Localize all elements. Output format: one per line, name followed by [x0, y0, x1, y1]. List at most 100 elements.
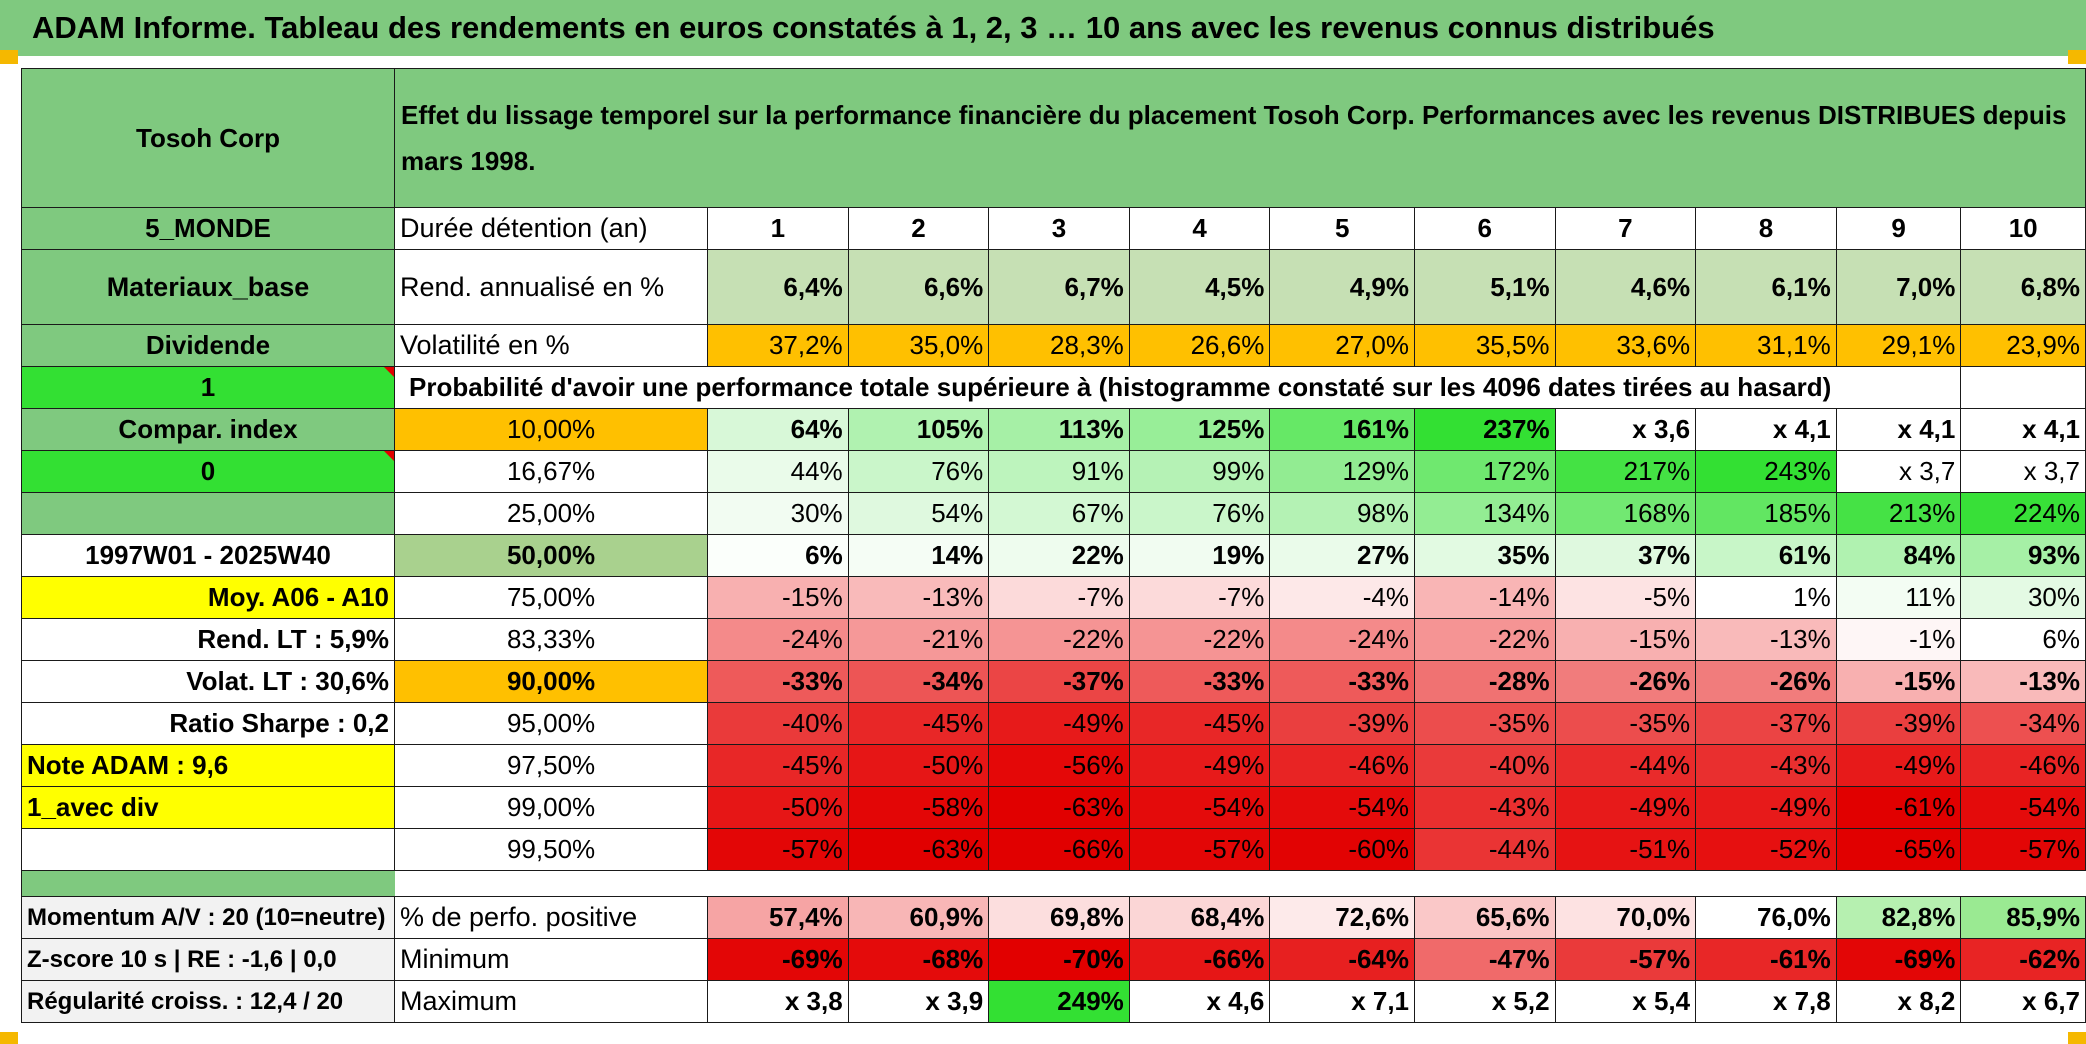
rend-value: 6,8%	[1960, 249, 2086, 325]
volat-value: 33,6%	[1554, 324, 1697, 367]
pct-row-83: Rend. LT : 5,9% 83,33% -24% -21% -22% -2…	[21, 618, 2086, 661]
pct-label: 16,67%	[393, 450, 709, 493]
year-4: 4	[1128, 207, 1271, 250]
pct-cell: -33%	[1128, 660, 1271, 703]
pct-row-10: Compar. index 10,00% 64% 105% 113% 125% …	[21, 408, 2086, 451]
pct-cell: -33%	[1269, 660, 1416, 703]
pct-label: 99,00%	[393, 786, 709, 829]
perfo-pos-value: 68,4%	[1128, 896, 1271, 939]
pct-label: 75,00%	[393, 576, 709, 619]
pct-cell: -35%	[1414, 702, 1556, 745]
moy-label: Moy. A06 - A10	[21, 576, 395, 619]
period-label: 1997W01 - 2025W40	[21, 534, 395, 577]
pct-cell: -63%	[847, 828, 990, 871]
dividend-label: Dividende	[21, 324, 395, 367]
pct-cell: 129%	[1269, 450, 1416, 493]
pct-row-75: Moy. A06 - A10 75,00% -15% -13% -7% -7% …	[21, 576, 2086, 619]
pct-row-97: Note ADAM : 9,6 97,50% -45% -50% -56% -4…	[21, 744, 2086, 787]
perfo-pos-label: % de perfo. positive	[393, 896, 709, 939]
pct-cell: 22%	[988, 534, 1130, 577]
performance-table: Tosoh Corp Effet du lissage temporel sur…	[21, 68, 2086, 1023]
pct-cell: 54%	[847, 492, 990, 535]
pct-cell: -37%	[1695, 702, 1837, 745]
year-3: 3	[988, 207, 1130, 250]
minimum-value: -47%	[1414, 938, 1556, 981]
pct-cell: -57%	[1128, 828, 1271, 871]
pct-cell: -35%	[1554, 702, 1697, 745]
pct-cell: 37%	[1554, 534, 1697, 577]
pct-cell: 185%	[1695, 492, 1837, 535]
pct-cell: -54%	[1269, 786, 1416, 829]
rend-value: 4,6%	[1554, 249, 1697, 325]
pct-cell: -15%	[1835, 660, 1962, 703]
volat-label: Volatilité en %	[393, 324, 709, 367]
pct-cell: 19%	[1128, 534, 1271, 577]
maximum-value: x 5,4	[1554, 980, 1697, 1023]
pct-cell: -58%	[847, 786, 990, 829]
blank-green-cell	[21, 492, 395, 535]
pct-row-16: 0 16,67% 44% 76% 91% 99% 129% 172% 217% …	[21, 450, 2086, 493]
pct-label: 83,33%	[393, 618, 709, 661]
zone-label: 5_MONDE	[21, 207, 395, 250]
minimum-value: -68%	[847, 938, 990, 981]
pct-cell: -45%	[847, 702, 990, 745]
maximum-label: Maximum	[393, 980, 709, 1023]
pct-cell: -13%	[1695, 618, 1837, 661]
pct-cell: -61%	[1835, 786, 1962, 829]
sharpe-label: Ratio Sharpe : 0,2	[21, 702, 395, 745]
pct-cell: 99%	[1128, 450, 1271, 493]
pct-cell: -52%	[1695, 828, 1837, 871]
minimum-value: -69%	[707, 938, 849, 981]
volat-value: 37,2%	[707, 324, 849, 367]
pct-row-25: 25,00% 30% 54% 67% 76% 98% 134% 168% 185…	[21, 492, 2086, 535]
pct-cell: -21%	[847, 618, 990, 661]
pct-cell: -45%	[1128, 702, 1271, 745]
perfo-pos-row: Momentum A/V : 20 (10=neutre) % de perfo…	[21, 896, 2086, 939]
corner-mark-bottom-right	[2068, 1032, 2086, 1044]
pct-cell: 44%	[707, 450, 849, 493]
pct-cell: x 4,1	[1835, 408, 1962, 451]
rend-value: 6,6%	[847, 249, 990, 325]
flag-zero: 0	[21, 450, 395, 493]
volat-row: Dividende Volatilité en % 37,2% 35,0% 28…	[21, 324, 2086, 367]
perfo-pos-value: 65,6%	[1414, 896, 1556, 939]
compar-index-label: Compar. index	[21, 408, 395, 451]
pct-cell: 125%	[1128, 408, 1271, 451]
pct-cell: -54%	[1960, 786, 2086, 829]
minimum-value: -70%	[988, 938, 1130, 981]
volat-value: 35,0%	[847, 324, 990, 367]
pct-cell: -57%	[707, 828, 849, 871]
pct-cell: -51%	[1554, 828, 1697, 871]
pct-cell: -50%	[847, 744, 990, 787]
pct-cell: x 4,1	[1695, 408, 1837, 451]
pct-cell: 243%	[1695, 450, 1837, 493]
pct-cell: -46%	[1960, 744, 2086, 787]
pct-cell: x 4,1	[1960, 408, 2086, 451]
pct-cell: -49%	[1554, 786, 1697, 829]
blank-cell	[1960, 366, 2086, 409]
pct-label: 25,00%	[393, 492, 709, 535]
pct-cell: -4%	[1269, 576, 1416, 619]
pct-cell: -39%	[1835, 702, 1962, 745]
maximum-value: x 4,6	[1128, 980, 1271, 1023]
pct-cell: -50%	[707, 786, 849, 829]
pct-cell: -45%	[707, 744, 849, 787]
pct-cell: -26%	[1695, 660, 1837, 703]
pct-cell: 1%	[1695, 576, 1837, 619]
perfo-pos-value: 76,0%	[1695, 896, 1837, 939]
pct-cell: 76%	[847, 450, 990, 493]
perfo-pos-value: 70,0%	[1554, 896, 1697, 939]
title-stripe	[0, 56, 2086, 64]
pct-cell: 76%	[1128, 492, 1271, 535]
perfo-pos-value: 85,9%	[1960, 896, 2086, 939]
pct-cell: 93%	[1960, 534, 2086, 577]
flag-one: 1	[21, 366, 395, 409]
year-9: 9	[1835, 207, 1962, 250]
pct-cell: -40%	[707, 702, 849, 745]
volat-value: 35,5%	[1414, 324, 1556, 367]
zscore-label: Z-score 10 s | RE : -1,6 | 0,0	[21, 938, 395, 981]
perfo-pos-value: 57,4%	[707, 896, 849, 939]
pct-cell: 172%	[1414, 450, 1556, 493]
pct-cell: 61%	[1695, 534, 1837, 577]
pct-cell: 14%	[847, 534, 990, 577]
